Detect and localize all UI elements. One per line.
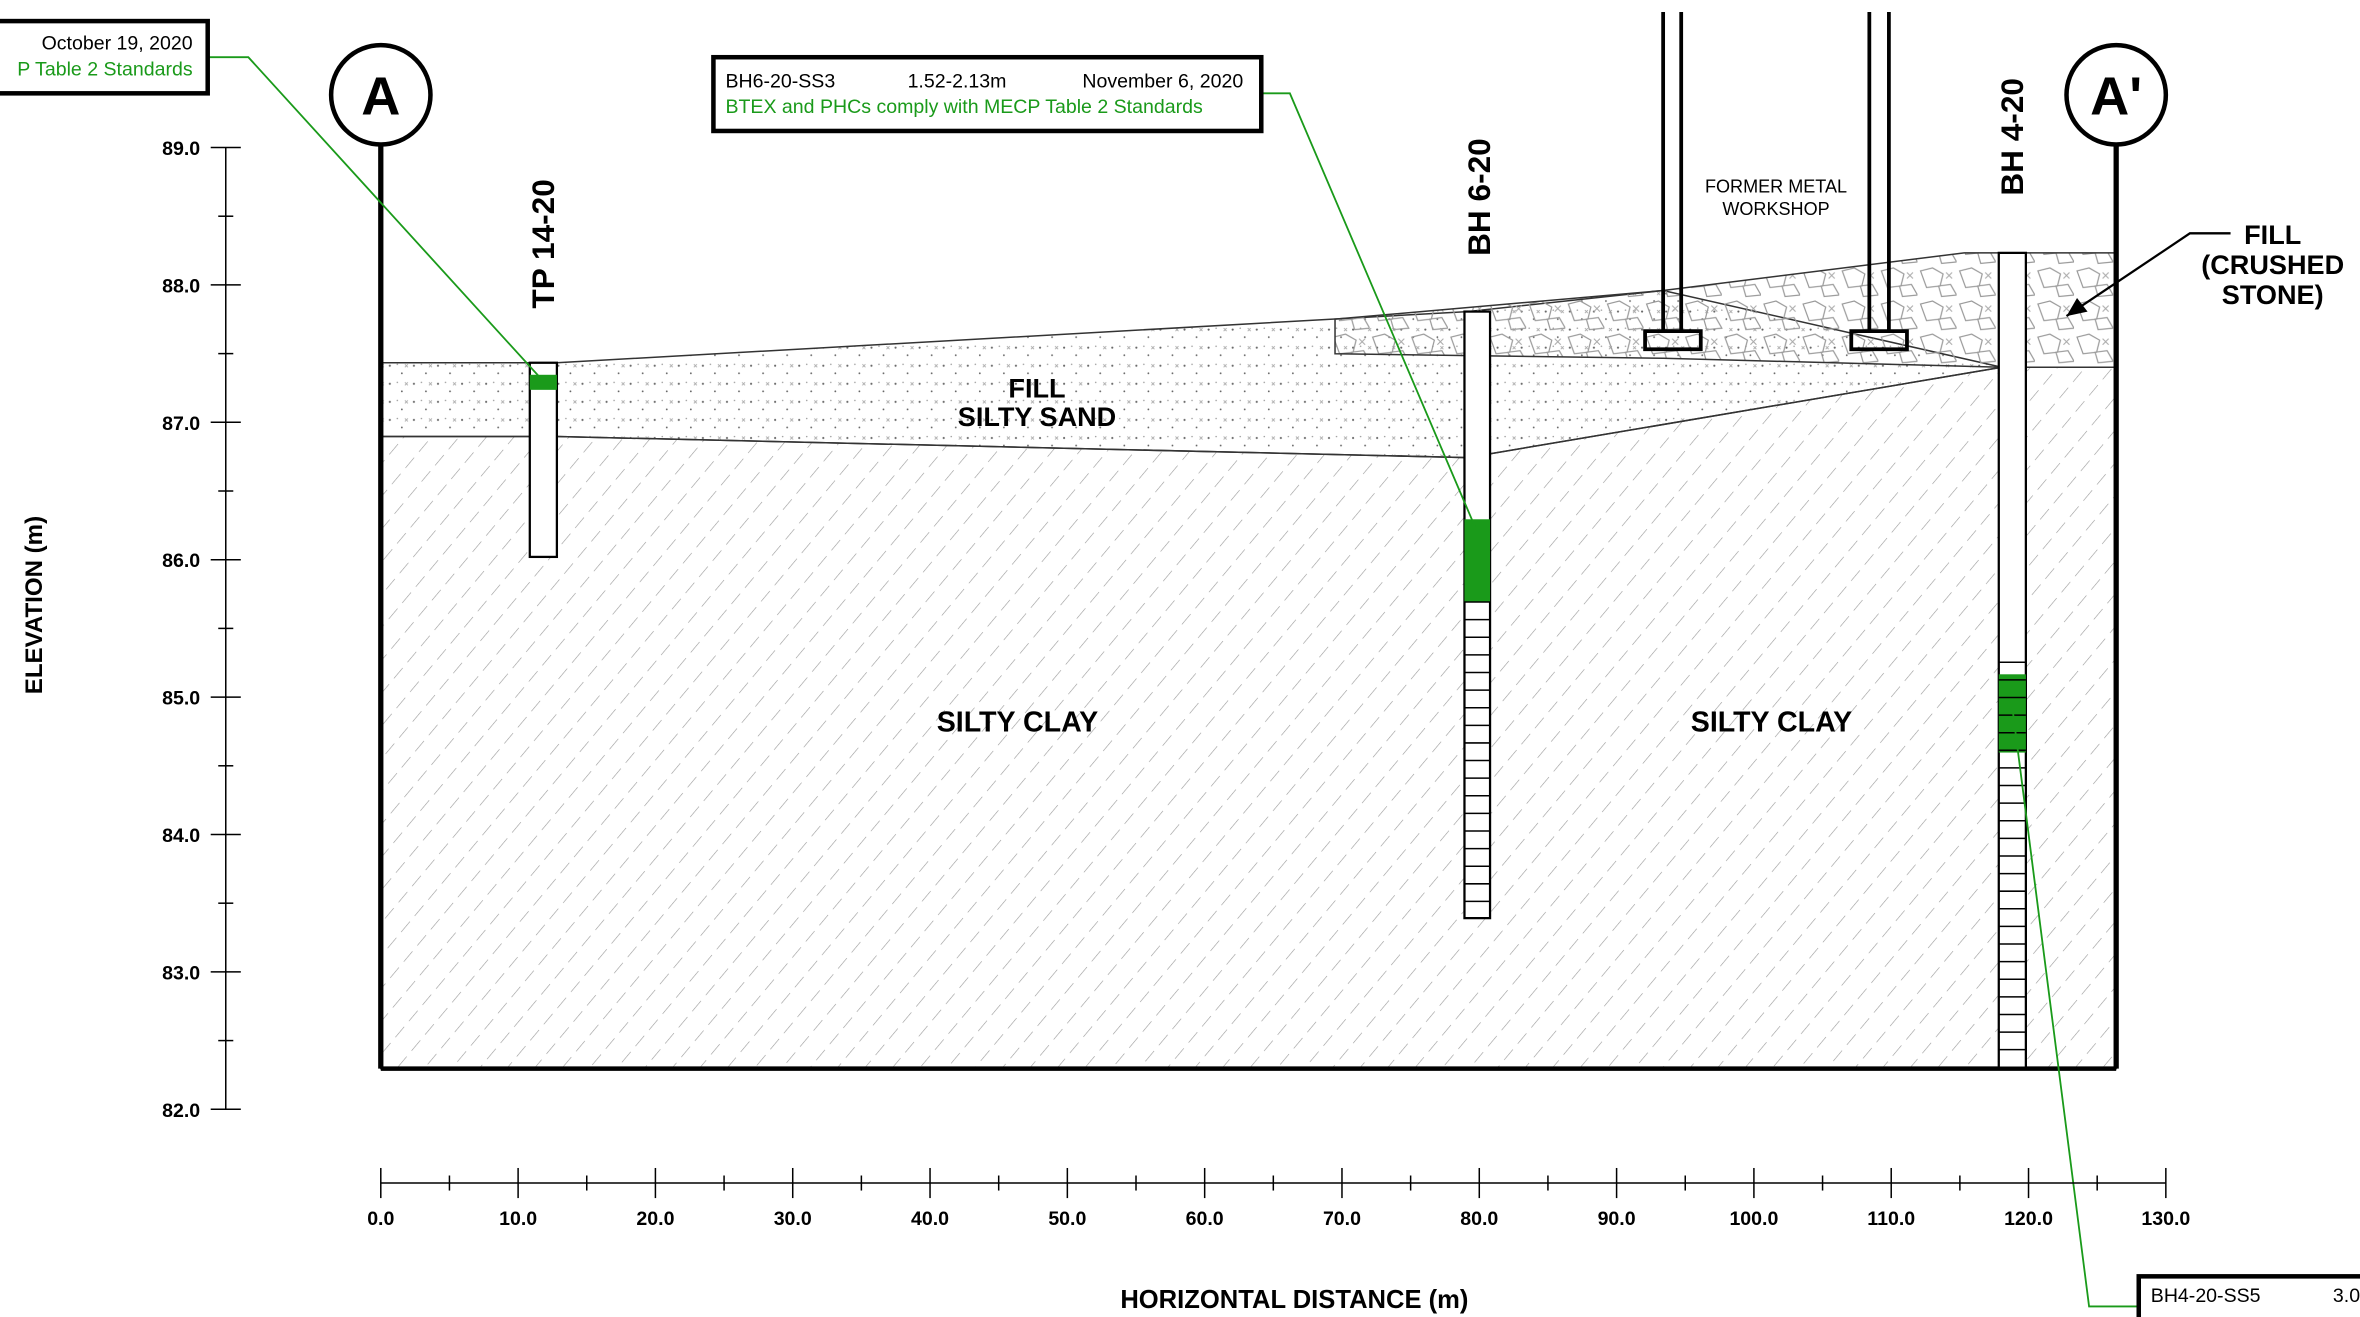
y-axis-title: ELEVATION (m): [21, 516, 48, 694]
x-tick-label: 40.0: [911, 1208, 949, 1230]
layer-label: SILTY CLAY: [1691, 706, 1852, 738]
layer-label: FILL: [1008, 372, 1065, 403]
arrowhead: [2066, 298, 2088, 317]
x-tick-label: 110.0: [1867, 1208, 1915, 1230]
callout-sample: BH6-20-SS3: [725, 70, 835, 92]
x-tick-label: 70.0: [1323, 1208, 1361, 1230]
y-tick-label: 87.0: [162, 413, 200, 435]
x-tick-label: 20.0: [636, 1208, 674, 1230]
y-tick-label: 82.0: [162, 1100, 200, 1122]
section-marker: A: [361, 66, 400, 126]
axis-ticks: 89.0 88.0 87.0 86.0 85.0 84.0 83.0 82.0 0.0 10.0 2…: [162, 138, 2190, 1230]
y-tick-label: 84.0: [162, 825, 200, 847]
callout-leaders: [207, 56, 2139, 1308]
y-tick-label: 86.0: [162, 550, 200, 572]
workshop-columns: [1643, 12, 1909, 352]
x-tick-label: 90.0: [1598, 1208, 1636, 1230]
x-tick-label: 10.0: [499, 1208, 537, 1230]
x-tick-label: 100.0: [1729, 1208, 1778, 1230]
y-tick-label: 89.0: [162, 138, 200, 160]
callout-note: P Table 2 Standards: [17, 58, 193, 80]
callout-date: November 6, 2020: [1082, 70, 1243, 92]
layer-label: STONE): [2222, 279, 2324, 310]
building-label: FORMER METAL: [1705, 177, 1847, 197]
callout-box: [711, 54, 1264, 134]
borehole-label: BH 4-20: [1994, 78, 2030, 196]
leader: [2065, 232, 2231, 318]
x-tick-label: 130.0: [2141, 1208, 2190, 1230]
callout-sample: BH4-20-SS5: [2151, 1285, 2261, 1307]
x-axis-title: HORIZONTAL DISTANCE (m): [1120, 1286, 1468, 1314]
callout-depth: 3.0: [2333, 1285, 2360, 1307]
x-tick-label: 50.0: [1048, 1208, 1086, 1230]
x-tick-label: 80.0: [1460, 1208, 1498, 1230]
layer-label: FILL: [2244, 219, 2301, 250]
callout-box: [0, 18, 210, 96]
x-tick-label: 120.0: [2004, 1208, 2053, 1230]
y-tick-label: 88.0: [162, 275, 200, 297]
x-tick-label: 0.0: [367, 1208, 394, 1230]
callout-note: BTEX and PHCs comply with MECP Table 2 S…: [725, 96, 1203, 118]
section-marker: A': [2090, 66, 2142, 126]
callout-depth: 1.52-2.13m: [908, 70, 1007, 92]
borehole-label: TP 14-20: [525, 179, 561, 308]
layer-label: SILTY SAND: [958, 401, 1116, 432]
y-tick-label: 83.0: [162, 962, 200, 984]
layer-label: (CRUSHED: [2201, 249, 2344, 280]
silty-clay-layer: [380, 366, 2117, 1070]
y-tick-label: 85.0: [162, 688, 200, 710]
marker-circle: [328, 42, 433, 147]
callout-box: [2136, 1274, 2360, 1317]
x-tick-label: 30.0: [774, 1208, 812, 1230]
borehole-label: BH 6-20: [1461, 138, 1497, 256]
building-label: WORKSHOP: [1722, 199, 1829, 219]
layer-label: SILTY CLAY: [937, 706, 1098, 738]
callout-date: October 19, 2020: [42, 33, 193, 55]
x-tick-label: 60.0: [1186, 1208, 1224, 1230]
marker-circle: [2064, 42, 2169, 147]
